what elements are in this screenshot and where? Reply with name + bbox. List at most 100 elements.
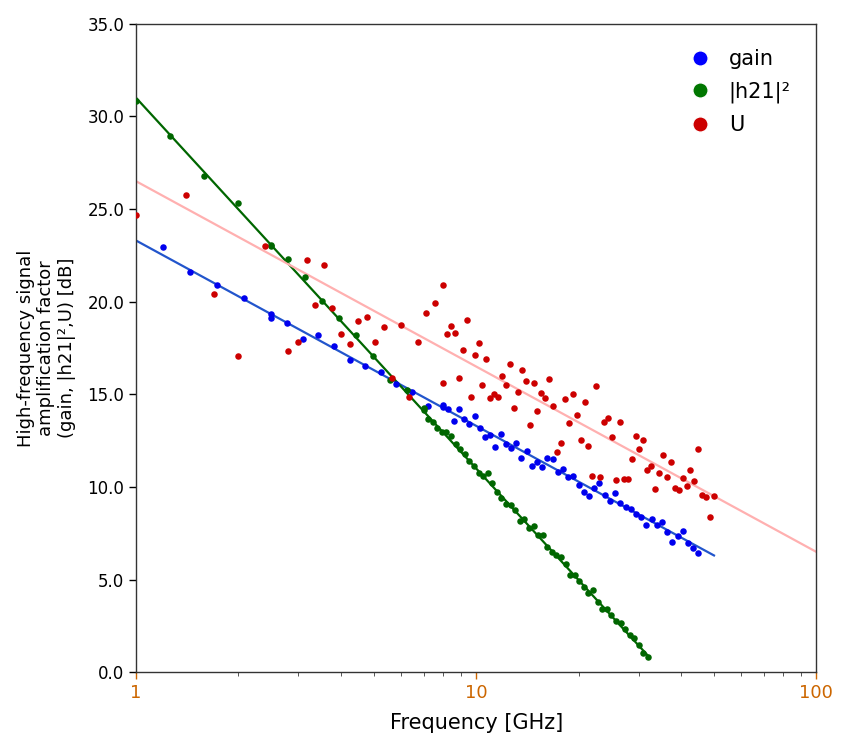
Point (494, 428, 507, 440)
Point (281, 345, 295, 357)
Point (416, 402, 430, 414)
Point (632, 639, 646, 651)
Point (499, 438, 513, 450)
Point (614, 497, 627, 509)
Point (562, 417, 575, 429)
Point (442, 404, 456, 416)
Point (264, 312, 278, 324)
Point (629, 508, 643, 520)
Point (707, 490, 721, 502)
Point (592, 477, 606, 489)
Point (598, 489, 611, 501)
Point (311, 329, 325, 341)
Point (334, 328, 348, 340)
Point (530, 404, 544, 416)
Point (530, 456, 544, 468)
Point (460, 314, 473, 326)
Point (587, 482, 601, 494)
Point (428, 298, 441, 310)
Point (511, 386, 524, 398)
Point (664, 456, 677, 468)
Point (527, 520, 541, 532)
Point (513, 514, 526, 526)
Point (520, 445, 534, 457)
Point (394, 319, 407, 331)
Point (535, 388, 548, 400)
Point (292, 336, 305, 348)
Point (683, 464, 697, 476)
Point (680, 479, 694, 491)
Point (598, 416, 611, 428)
Point (315, 296, 329, 307)
Point (577, 581, 591, 593)
Point (531, 530, 545, 542)
Point (207, 288, 221, 300)
Point (400, 385, 413, 397)
Point (476, 470, 490, 482)
Point (327, 340, 341, 352)
Point (625, 453, 638, 465)
Point (179, 189, 193, 201)
Point (600, 603, 614, 615)
Point (359, 360, 372, 372)
Point (644, 460, 658, 472)
Point (545, 546, 558, 558)
Point (637, 646, 650, 658)
Point (582, 490, 596, 502)
Point (491, 391, 505, 403)
Point (156, 242, 170, 254)
Point (473, 422, 486, 434)
Point (639, 519, 653, 531)
Point (184, 266, 197, 278)
Point (453, 443, 467, 455)
Point (601, 412, 615, 424)
Point (672, 484, 685, 496)
Point (525, 460, 539, 472)
Point (462, 418, 476, 430)
Point (650, 519, 664, 531)
Point (703, 512, 717, 524)
Point (436, 279, 450, 291)
Point (232, 350, 246, 362)
Point (604, 610, 618, 622)
Point (296, 334, 309, 346)
Point (634, 512, 648, 524)
Point (550, 446, 564, 458)
Point (586, 470, 599, 482)
Point (503, 358, 517, 370)
Point (436, 401, 450, 413)
Point (374, 365, 388, 377)
Point (504, 499, 518, 511)
Point (485, 477, 499, 489)
Point (536, 530, 549, 542)
Point (558, 393, 572, 405)
Point (572, 479, 586, 491)
Point (596, 603, 609, 615)
Point (656, 449, 670, 461)
Point (499, 498, 513, 510)
Point (343, 338, 356, 350)
Point (558, 558, 572, 570)
Point (681, 537, 694, 549)
Point (617, 473, 631, 485)
Point (573, 574, 586, 586)
Point (660, 526, 674, 538)
Point (464, 391, 478, 403)
Point (472, 467, 485, 479)
Point (514, 452, 528, 464)
Point (613, 416, 626, 428)
Point (495, 491, 508, 503)
Point (462, 455, 476, 467)
Point (566, 388, 580, 400)
Point (411, 336, 424, 348)
Point (624, 503, 638, 515)
Point (389, 377, 403, 389)
Point (550, 549, 564, 561)
Point (627, 632, 641, 644)
Point (578, 395, 592, 407)
Point (692, 547, 706, 559)
X-axis label: Frequency [GHz]: Frequency [GHz] (389, 713, 563, 734)
Point (456, 344, 470, 356)
Point (264, 308, 278, 320)
Point (231, 197, 245, 209)
